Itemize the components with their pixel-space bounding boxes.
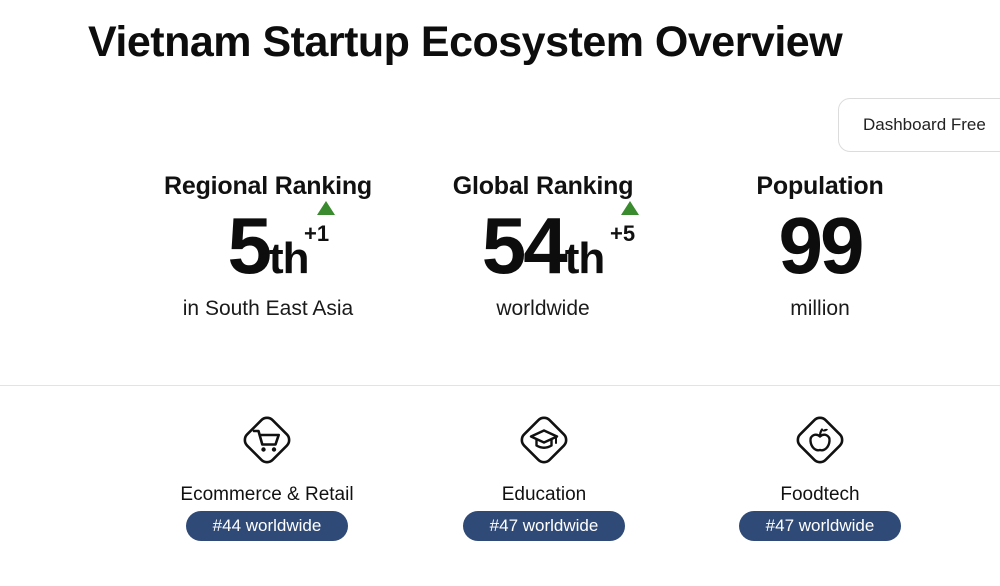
stat-suffix: th: [564, 234, 606, 283]
stat-population: Population 99 million: [690, 172, 950, 321]
stat-number: 5: [227, 201, 271, 290]
stat-number: 99: [778, 201, 865, 290]
category-ecommerce-retail: Ecommerce & Retail #44 worldwide: [147, 408, 387, 541]
category-education: Education #47 worldwide: [424, 408, 664, 541]
up-arrow-icon: [317, 201, 335, 215]
category-rank-badge: #44 worldwide: [185, 511, 349, 541]
stat-subtext: million: [790, 297, 850, 320]
stat-value: 54th +5: [413, 201, 673, 287]
stat-label: Population: [756, 172, 884, 200]
category-label: Ecommerce & Retail: [180, 484, 354, 505]
stat-value: 5th +1: [138, 201, 398, 287]
category-label: Education: [501, 484, 587, 505]
shopping-cart-icon: [243, 416, 291, 464]
stat-subtext: worldwide: [496, 297, 590, 320]
category-label: Foodtech: [780, 484, 860, 505]
category-rank-badge: #47 worldwide: [462, 511, 626, 541]
graduation-cap-icon: [520, 416, 568, 464]
dashboard-free-button[interactable]: Dashboard Free: [838, 98, 1000, 152]
stat-change: +5: [610, 221, 636, 246]
stat-change: +1: [304, 221, 330, 246]
stat-regional-ranking: Regional Ranking 5th +1 in South East As…: [138, 172, 398, 321]
category-rank-badge: #47 worldwide: [738, 511, 902, 541]
section-divider: [0, 385, 1000, 386]
category-foodtech: Foodtech #47 worldwide: [700, 408, 940, 541]
stat-suffix: th: [268, 234, 310, 283]
stat-global-ranking: Global Ranking 54th +5 worldwide: [413, 172, 673, 321]
stat-label: Global Ranking: [452, 172, 634, 200]
stat-subtext: in South East Asia: [182, 297, 354, 320]
stat-number: 54: [481, 201, 568, 290]
stat-value: 99: [690, 205, 950, 287]
page-title: Vietnam Startup Ecosystem Overview: [88, 18, 843, 66]
stat-label: Regional Ranking: [164, 172, 372, 200]
apple-icon: [796, 416, 844, 464]
up-arrow-icon: [621, 201, 639, 215]
